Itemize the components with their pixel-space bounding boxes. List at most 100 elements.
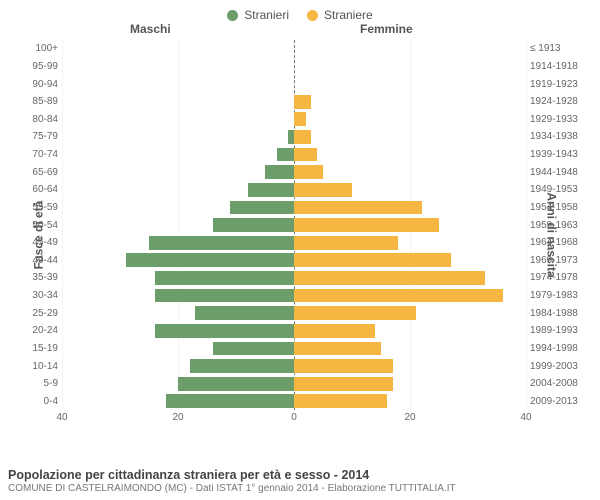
bar-male <box>126 253 294 267</box>
birth-year-label: 1984-1988 <box>530 308 586 319</box>
age-label: 45-49 <box>22 237 58 248</box>
bar-half-male <box>62 112 294 126</box>
age-label: 40-44 <box>22 255 58 266</box>
bar-male <box>213 342 294 356</box>
birth-year-label: 1959-1963 <box>530 220 586 231</box>
bar-female <box>294 377 393 391</box>
circle-icon <box>227 10 238 21</box>
bar-half-female <box>294 253 526 267</box>
bar-female <box>294 218 439 232</box>
bar-row: 40-441969-1973 <box>62 252 526 270</box>
bar-female <box>294 201 422 215</box>
bar-half-male <box>62 201 294 215</box>
bar-half-female <box>294 77 526 91</box>
bar-row: 10-141999-2003 <box>62 357 526 375</box>
bar-half-female <box>294 130 526 144</box>
bar-half-male <box>62 324 294 338</box>
age-label: 60-64 <box>22 184 58 195</box>
bar-half-male <box>62 394 294 408</box>
age-label: 75-79 <box>22 131 58 142</box>
legend: Stranieri Straniere <box>0 0 600 22</box>
legend-item-male: Stranieri <box>227 8 289 22</box>
bar-male <box>166 394 294 408</box>
bar-row: 50-541959-1963 <box>62 216 526 234</box>
bar-half-female <box>294 306 526 320</box>
header-male: Maschi <box>130 22 171 36</box>
footer-title: Popolazione per cittadinanza straniera p… <box>8 468 592 482</box>
bar-half-female <box>294 183 526 197</box>
bar-half-male <box>62 42 294 56</box>
age-label: 85-89 <box>22 96 58 107</box>
birth-year-label: 1949-1953 <box>530 184 586 195</box>
bar-row: 55-591954-1958 <box>62 199 526 217</box>
bar-male <box>155 324 294 338</box>
bar-half-female <box>294 236 526 250</box>
bar-female <box>294 394 387 408</box>
bar-half-male <box>62 377 294 391</box>
birth-year-label: 1999-2003 <box>530 361 586 372</box>
age-label: 95-99 <box>22 61 58 72</box>
x-tick-label: 40 <box>56 412 67 423</box>
age-label: 70-74 <box>22 149 58 160</box>
bar-half-male <box>62 359 294 373</box>
bar-male <box>155 289 294 303</box>
bar-male <box>248 183 294 197</box>
bar-half-female <box>294 342 526 356</box>
birth-year-label: 1934-1938 <box>530 131 586 142</box>
bar-female <box>294 130 311 144</box>
bar-female <box>294 95 311 109</box>
bar-row: 95-991914-1918 <box>62 58 526 76</box>
bar-row: 100+≤ 1913 <box>62 40 526 58</box>
birth-year-label: 1939-1943 <box>530 149 586 160</box>
bar-row: 75-791934-1938 <box>62 128 526 146</box>
bar-row: 25-291984-1988 <box>62 304 526 322</box>
birth-year-label: 1969-1973 <box>530 255 586 266</box>
birth-year-label: 1994-1998 <box>530 343 586 354</box>
bar-female <box>294 289 503 303</box>
bar-row: 65-691944-1948 <box>62 163 526 181</box>
bar-half-male <box>62 95 294 109</box>
bar-female <box>294 306 416 320</box>
age-label: 35-39 <box>22 272 58 283</box>
bar-female <box>294 112 306 126</box>
birth-year-label: 1929-1933 <box>530 114 586 125</box>
bar-male <box>155 271 294 285</box>
bar-half-female <box>294 95 526 109</box>
age-label: 90-94 <box>22 79 58 90</box>
x-tick-label: 20 <box>172 412 183 423</box>
bar-half-male <box>62 218 294 232</box>
grid-line <box>526 40 527 410</box>
birth-year-label: 1924-1928 <box>530 96 586 107</box>
bar-half-male <box>62 289 294 303</box>
age-label: 30-34 <box>22 290 58 301</box>
x-tick-label: 20 <box>404 412 415 423</box>
birth-year-label: 2004-2008 <box>530 378 586 389</box>
bar-female <box>294 271 485 285</box>
bar-male <box>277 148 294 162</box>
bar-half-female <box>294 377 526 391</box>
bar-row: 0-42009-2013 <box>62 393 526 411</box>
x-tick-label: 0 <box>291 412 297 423</box>
bar-half-male <box>62 342 294 356</box>
bar-male <box>178 377 294 391</box>
bar-female <box>294 165 323 179</box>
age-label: 50-54 <box>22 220 58 231</box>
birth-year-label: 1919-1923 <box>530 79 586 90</box>
bar-female <box>294 236 398 250</box>
age-label: 65-69 <box>22 167 58 178</box>
bar-half-female <box>294 218 526 232</box>
bar-row: 70-741939-1943 <box>62 146 526 164</box>
bar-row: 5-92004-2008 <box>62 375 526 393</box>
bar-row: 60-641949-1953 <box>62 181 526 199</box>
age-label: 5-9 <box>22 378 58 389</box>
bar-half-male <box>62 183 294 197</box>
age-label: 10-14 <box>22 361 58 372</box>
bar-male <box>149 236 294 250</box>
bar-half-male <box>62 165 294 179</box>
bar-row: 85-891924-1928 <box>62 93 526 111</box>
bar-male <box>195 306 294 320</box>
birth-year-label: 1964-1968 <box>530 237 586 248</box>
bar-female <box>294 183 352 197</box>
bar-row: 45-491964-1968 <box>62 234 526 252</box>
bar-half-male <box>62 271 294 285</box>
